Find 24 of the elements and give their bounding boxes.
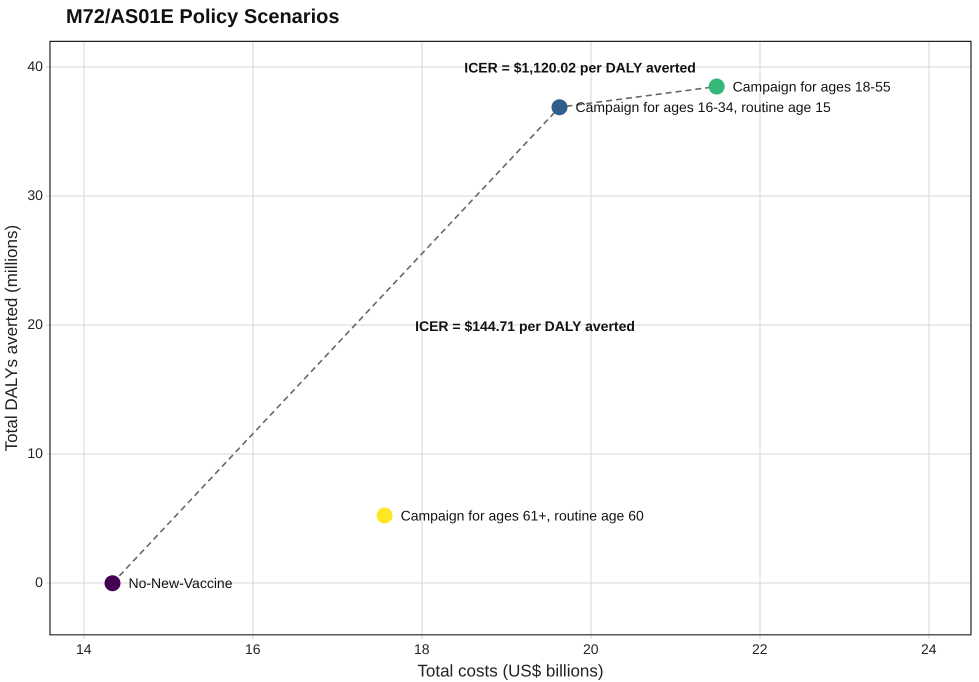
y-tick-label: 10 (27, 445, 44, 462)
x-tick-label: 18 (414, 641, 430, 658)
y-tick-label: 30 (27, 187, 44, 204)
x-tick-label: 14 (76, 641, 92, 658)
y-axis-title: Total DALYs averted (millions) (2, 224, 21, 452)
point (551, 99, 568, 116)
chart-title: M72/AS01E Policy Scenarios (66, 6, 340, 29)
annotation: ICER = $144.71 per DALY averted (415, 318, 635, 334)
point (376, 507, 393, 524)
x-tick-label: 24 (920, 641, 937, 658)
x-tick-label: 22 (752, 641, 768, 658)
y-tick-label: 40 (27, 58, 44, 74)
series-label: Campaign for ages 16-34, routine age 15 (575, 99, 831, 116)
series-label: Campaign for ages 61+, routine age 60 (400, 507, 644, 524)
x-tick-label: 16 (244, 641, 261, 658)
annotation: ICER = $1,120.02 per DALY averted (464, 60, 696, 76)
series-label: Campaign for ages 18-55 (732, 78, 891, 94)
y-tick-label: 20 (27, 316, 44, 332)
y-tick-label: 0 (35, 574, 44, 590)
point (708, 78, 725, 95)
series-label: No-New-Vaccine (128, 575, 233, 592)
x-axis-title: Total costs (US$ billions) (417, 661, 604, 680)
x-tick-label: 20 (582, 641, 599, 658)
point (104, 575, 120, 592)
